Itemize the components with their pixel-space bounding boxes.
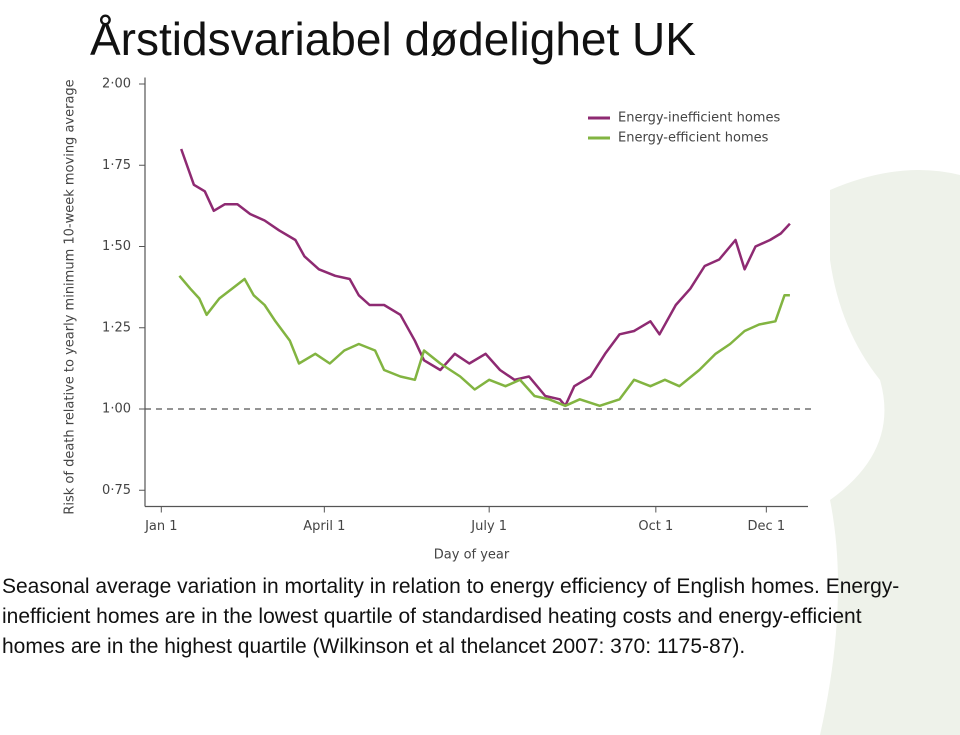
x-tick-label: July 1 bbox=[470, 519, 507, 534]
slide-title: Årstidsvariabel dødelighet UK bbox=[90, 13, 696, 65]
background-watermark bbox=[820, 170, 960, 735]
x-tick-label: April 1 bbox=[303, 519, 345, 534]
series-line bbox=[178, 274, 790, 408]
x-axis-label: Day of year bbox=[434, 548, 510, 563]
legend-label: Energy-efficient homes bbox=[618, 131, 769, 146]
y-tick-label: 1·75 bbox=[102, 158, 131, 173]
x-tick-label: Dec 1 bbox=[748, 519, 786, 534]
x-tick-label: Jan 1 bbox=[144, 519, 177, 534]
y-tick-label: 1·25 bbox=[102, 320, 131, 335]
series-line bbox=[180, 148, 791, 408]
y-tick-label: 0·75 bbox=[102, 483, 131, 498]
legend-label: Energy-inefficient homes bbox=[618, 111, 780, 126]
y-axis-label: Risk of death relative to yearly minimum… bbox=[63, 79, 78, 514]
x-tick-label: Oct 1 bbox=[638, 519, 673, 534]
y-tick-label: 1·50 bbox=[102, 239, 131, 254]
caption: Seasonal average variation in mortality … bbox=[2, 575, 900, 658]
y-tick-label: 2·00 bbox=[102, 77, 131, 92]
plot-area: 0·75 1·00 1·25 1·50 1·75 2·00 Jan 1 April 1 July… bbox=[63, 77, 813, 563]
y-tick-label: 1·00 bbox=[102, 402, 131, 417]
